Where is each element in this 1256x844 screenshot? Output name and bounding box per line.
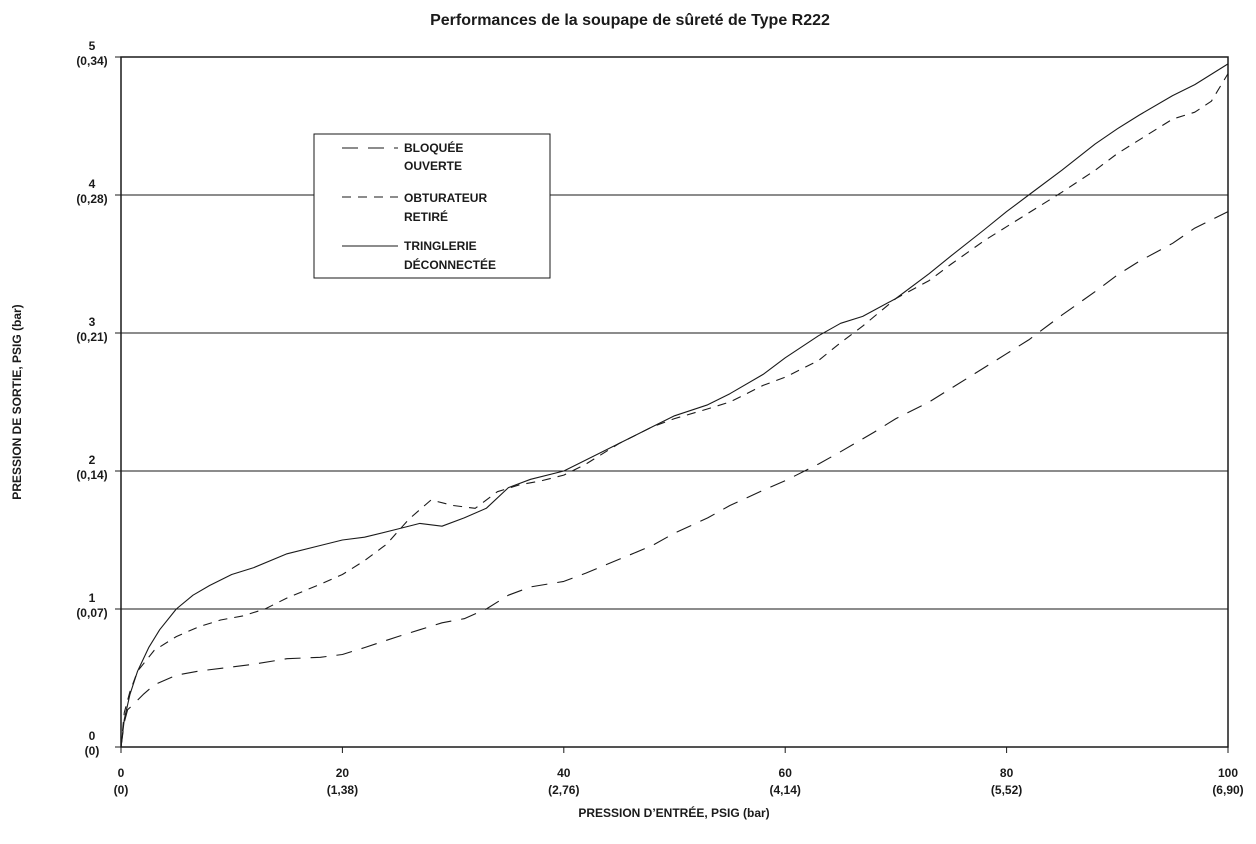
- y-tick-sublabel: (0,07): [76, 606, 107, 620]
- y-tick-sublabel: (0,21): [76, 330, 107, 344]
- x-axis-label: PRESSION D’ENTRÉE, PSIG (bar): [578, 805, 769, 820]
- legend: BLOQUÉE OUVERTE OBTURATEUR RETIRÉ TRINGLERIE…: [313, 133, 551, 279]
- x-tick-sublabel: (6,90): [1212, 783, 1243, 797]
- x-tick-sublabel: (1,38): [327, 783, 358, 797]
- y-tick-label: 3: [89, 315, 96, 329]
- series-line-2: [120, 73, 1229, 748]
- chart-title: Performances de la soupape de sûreté de …: [430, 12, 830, 29]
- x-tick-label: 60: [779, 766, 793, 780]
- legend-label-2-line2: RETIRÉ: [404, 209, 448, 224]
- y-tick-label: 0: [89, 729, 96, 743]
- y-tick-label: 4: [89, 177, 96, 191]
- x-tick-label: 0: [118, 766, 125, 780]
- x-tick-label: 100: [1218, 766, 1238, 780]
- y-tick-label: 2: [89, 453, 96, 467]
- legend-label-3-line2: DÉCONNECTÉE: [404, 257, 496, 272]
- x-tick-sublabel: (4,14): [770, 783, 801, 797]
- gridlines: [121, 194, 1228, 610]
- axis-ticks: 0(0)1(0,07)2(0,14)3(0,21)4(0,28)5(0,34)0…: [76, 39, 1243, 797]
- y-tick-sublabel: (0,14): [76, 468, 107, 482]
- legend-box: [313, 133, 551, 279]
- x-tick-label: 40: [557, 766, 571, 780]
- x-tick-label: 80: [1000, 766, 1014, 780]
- y-tick-sublabel: (0): [85, 744, 100, 758]
- series-lines: [120, 63, 1229, 748]
- x-tick-sublabel: (2,76): [548, 783, 579, 797]
- y-tick-sublabel: (0,34): [76, 54, 107, 68]
- x-tick-sublabel: (5,52): [991, 783, 1022, 797]
- y-tick-label: 1: [89, 591, 96, 605]
- legend-label-2: OBTURATEUR: [404, 191, 487, 205]
- legend-label-1: BLOQUÉE: [404, 140, 463, 155]
- series-line-1: [120, 211, 1229, 748]
- y-tick-sublabel: (0,28): [76, 192, 107, 206]
- legend-label-1-line2: OUVERTE: [404, 159, 462, 173]
- y-tick-label: 5: [89, 39, 96, 53]
- x-tick-sublabel: (0): [114, 783, 129, 797]
- series-line-3: [120, 63, 1229, 748]
- legend-label-3: TRINGLERIE: [404, 239, 477, 253]
- x-tick-label: 20: [336, 766, 350, 780]
- y-axis-label: PRESSION DE SORTIE, PSIG (bar): [10, 304, 24, 499]
- plot-area-frame: [120, 56, 1229, 748]
